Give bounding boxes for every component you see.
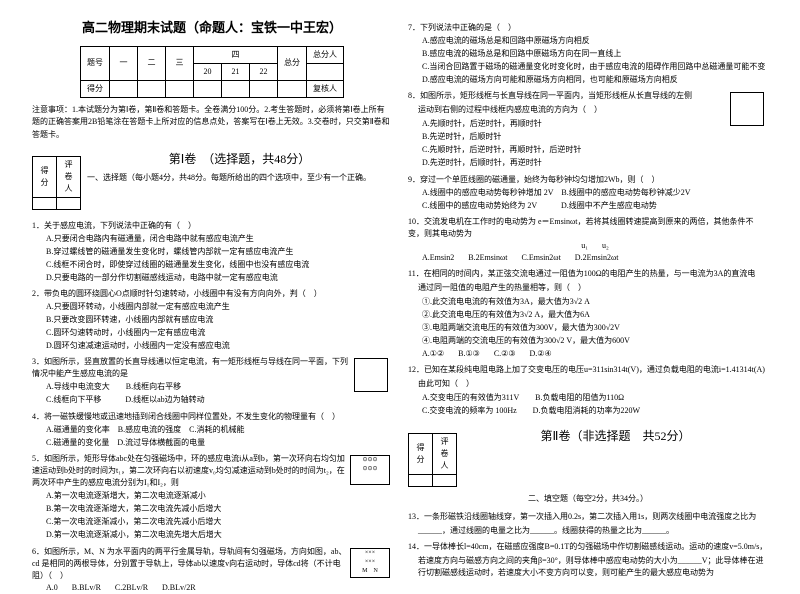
q6-figure: ××××××M N: [350, 548, 390, 578]
right-column: 7．下列说法中正确的是（ ） A.感应电流的磁场总是和回路中原磁场方向相反 B.…: [400, 18, 776, 536]
section2-score-box: 得分评卷人: [408, 433, 457, 487]
main-score-table: 题号 一 二 三 四 总分 总分人 20 21 22 得分 复核人: [80, 46, 344, 98]
section1-score-box: 得分评卷人: [32, 156, 81, 210]
section2-title: 第Ⅱ卷（非选择题 共52分）: [408, 427, 768, 445]
notice-text: 注意事项：1.本试题分为第Ⅰ卷，第Ⅱ卷和答题卡。全卷满分100分。2.考生答题时…: [32, 104, 392, 142]
q8: 8．如图所示，矩形线框与长直导线在同一平面内，当矩形线框从长直导线的左侧 运动到…: [408, 90, 768, 170]
q5-figure: ⊙⊙⊙⊙⊙⊙: [350, 455, 390, 485]
q3: 3．如图所示，竖直放置的长直导线通以恒定电流，有一矩形线框与导线在同一平面，下列…: [32, 356, 392, 407]
q5: ⊙⊙⊙⊙⊙⊙ 5．如图所示，矩形导体abc处在匀强磁场中，环的感应电流i从a到b…: [32, 453, 392, 542]
q12: 12．已知在某段纯电阻电路上加了交变电压的电压u=311sin314t(V)，通…: [408, 364, 768, 417]
q9: 9．穿过一个单匝线圈的磁通量，始终为每秒钟均匀增加2Wb，则（ ） A.线圈中的…: [408, 174, 768, 212]
section1-intro: 一、选择题（每小题4分，共48分。每题所给出的四个选项中，至少有一个正确。: [32, 172, 392, 184]
q1: 1．关于感应电流，下列说法中正确的有（ ） A.只要闭合电路内有磁通量，闭合电路…: [32, 220, 392, 284]
left-column: 高二物理期末试题（命题人：宝铁一中王宏） 题号 一 二 三 四 总分 总分人 2…: [24, 18, 400, 536]
q4: 4．将一磁铁缓慢地或迅速地插到闭合线圈中同样位置处，不发生变化的物理量有（ ） …: [32, 411, 392, 449]
q2: 2．带负电的圆环绕圆心O点顺时针匀速转动，小线圈中有没有方向向外，判（ ） A.…: [32, 288, 392, 352]
q13: 13．一条形磁铁沿线圈轴线穿，第一次插入用0.2s，第二次插入用1s，则两次线圈…: [408, 511, 768, 537]
q10: 10．交流发电机在工作时的电动势为 e＝Emsinωt，若将其线圈转速提高到原来…: [408, 216, 768, 264]
q6: ××××××M N 6．如图所示，M、N 为水平面内的两平行金属导轨，导轨间有匀…: [32, 546, 392, 594]
q3-figure: [354, 358, 388, 392]
q8-figure: [730, 92, 764, 126]
q7: 7．下列说法中正确的是（ ） A.感应电流的磁场总是和回路中原磁场方向相反 B.…: [408, 22, 768, 86]
section2-intro: 二、填空题（每空2分，共34分。）: [408, 493, 768, 505]
q11: 11．在相同的时间内，某正弦交流电通过一阻值为100Ω的电阻产生的热量，与一电流…: [408, 268, 768, 360]
q14: 14．一导体棒长l=40cm，在磁感应强度B=0.1T的匀强磁场中作切割磁感线运…: [408, 541, 768, 579]
section1-title: 第Ⅰ卷 （选择题，共48分）: [32, 150, 392, 168]
exam-title: 高二物理期末试题（命题人：宝铁一中王宏）: [32, 18, 392, 38]
